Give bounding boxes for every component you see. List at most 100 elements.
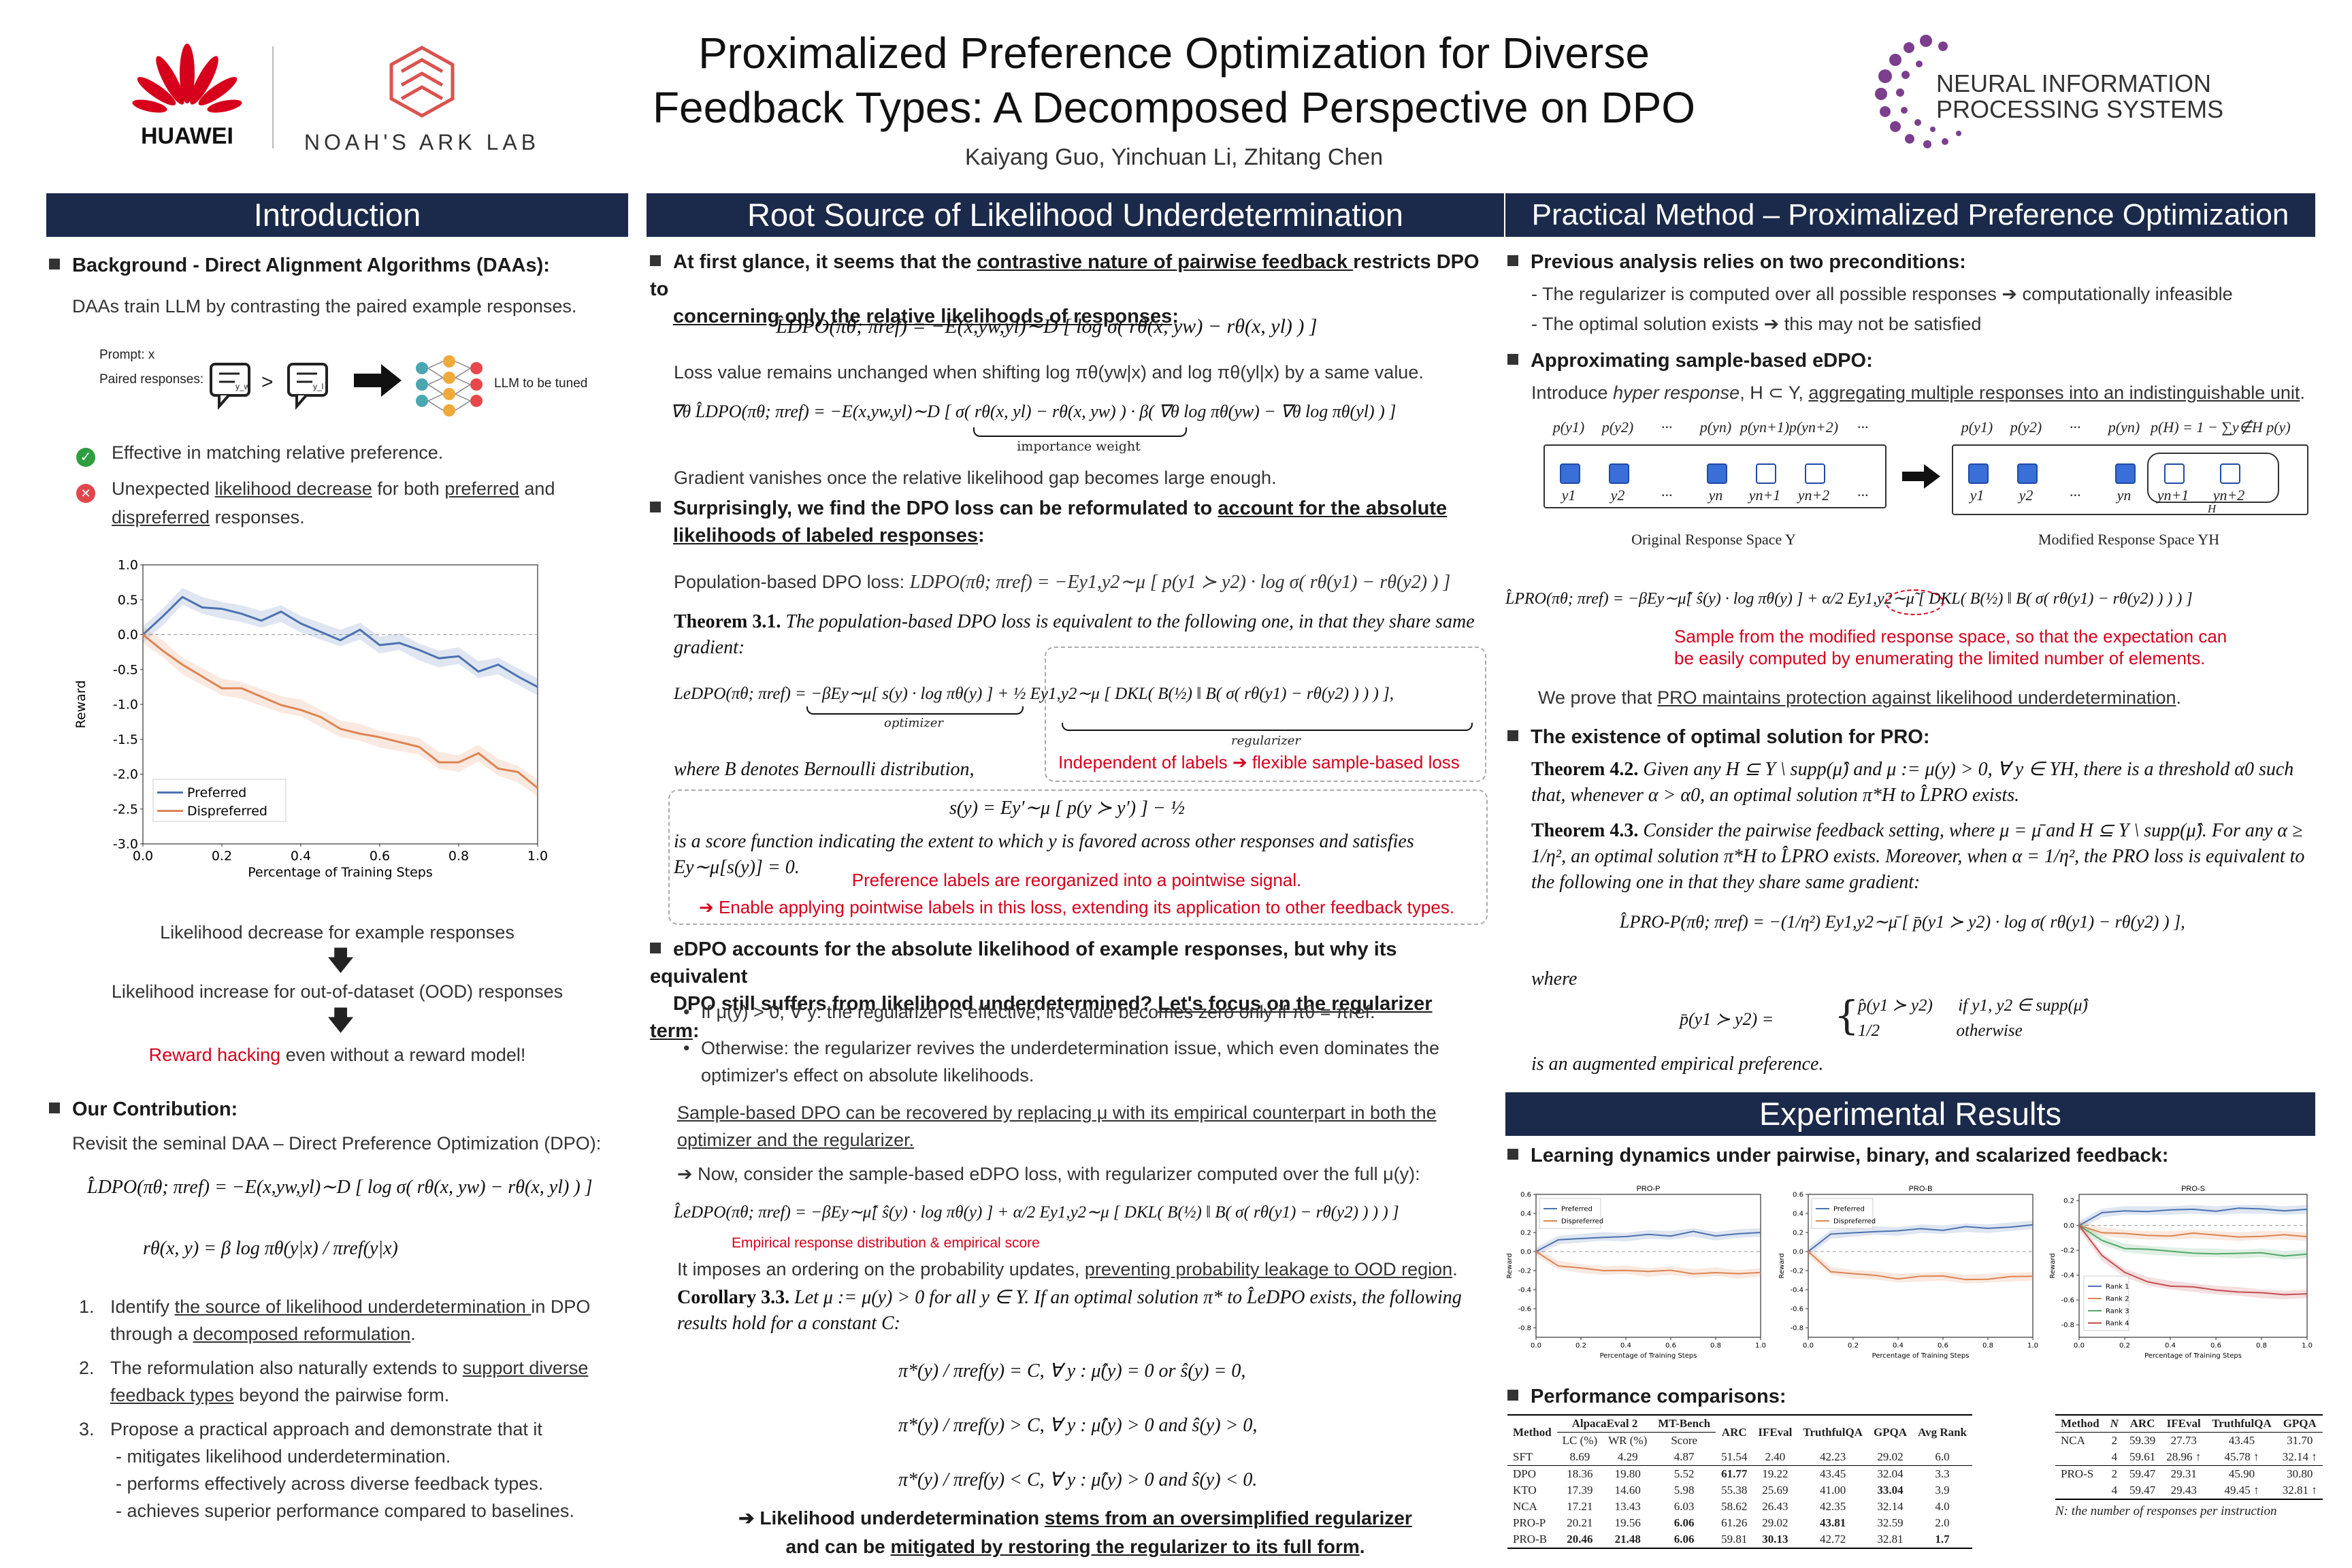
th2-ifeval: IFEval — [2166, 1417, 2201, 1430]
authors: Kaiyang Guo, Yinchuan Li, Zhitang Chen — [964, 144, 1384, 170]
item-number: 2. — [79, 1358, 95, 1378]
noahs-ark-wordmark: NOAH'S ARK LAB — [304, 130, 540, 154]
table-cell: 6.03 — [1673, 1500, 1695, 1513]
th-alpaca: AlpacaEval 2 — [1556, 1415, 1653, 1433]
sample-note-1: Sample from the modified response space,… — [1674, 626, 2227, 647]
th2-gpqa: GPQA — [2283, 1417, 2317, 1430]
section-header-introduction: Introduction — [46, 193, 628, 237]
table-cell: 30.80 — [2287, 1467, 2313, 1480]
series-line — [2078, 1224, 2308, 1257]
fig-yl: y_l — [313, 382, 324, 391]
fig-llm: LLM to be tuned — [494, 376, 588, 391]
right-arrow-icon — [1902, 464, 1940, 489]
reward-chart: 1.00.50.0-0.5-1.0-1.5-2.0-2.5-3.00.0 0.2 0… — [74, 558, 548, 880]
plot-frame — [2078, 1194, 2308, 1338]
response-label: ··· — [2069, 487, 2081, 504]
response-label: p(yn) — [1699, 419, 1732, 436]
table-cell: 41.00 — [1820, 1484, 1846, 1497]
precondition-2: - The optimal solution exists ➔ this may… — [1531, 314, 1982, 334]
y-tick-label: -0.6 — [1790, 1306, 1803, 1313]
section-header-method: Practical Method – Proximalized Preferen… — [1505, 193, 2315, 237]
x-tick-label: 0.4 — [1893, 1342, 1904, 1350]
plot-frame — [1535, 1194, 1761, 1338]
table-cell: 29.02 — [1762, 1516, 1788, 1529]
prove-text: We prove that PRO maintains protection a… — [1538, 687, 2182, 708]
huawei-petals-icon — [132, 44, 242, 113]
th-lc: LC (%) — [1562, 1434, 1598, 1447]
section-header-results: Experimental Results — [1505, 1092, 2315, 1136]
chart-title: PRO-B — [1909, 1185, 1933, 1193]
table-cell: 42.23 — [1820, 1450, 1846, 1463]
y-tick-label: -0.6 — [1518, 1306, 1531, 1313]
y-tick-label: 0.0 — [1520, 1249, 1531, 1256]
precondition-1: - The regularizer is computed over all p… — [1531, 284, 2233, 304]
where-label: where — [1531, 968, 1578, 990]
response-box — [1756, 463, 1776, 484]
importance-weight-label: importance weight — [1017, 439, 1141, 454]
x-tick-label: 0.6 — [1665, 1342, 1676, 1350]
regularizer-sub-2: • Otherwise: the regularizer revives the … — [683, 1034, 1484, 1089]
y-tick-label: -1.5 — [113, 732, 138, 747]
bullet-square-icon — [49, 1102, 60, 1113]
y-tick-label: -2.0 — [113, 767, 138, 782]
table-cell: 26.43 — [1762, 1500, 1788, 1513]
y-tick-label: 0.6 — [1793, 1192, 1803, 1199]
response-label: ··· — [1857, 419, 1869, 436]
table-cell: 29.02 — [1877, 1450, 1904, 1463]
response-label: yn+1 — [2157, 487, 2189, 504]
flow-text-1: Likelihood decrease for example response… — [160, 922, 514, 943]
x-tick-label: 0.0 — [1803, 1342, 1814, 1350]
table-row: PRO-S 2 59.47 29.31 45.90 30.80 — [2055, 1465, 2323, 1483]
table-cell: 1.7 — [1935, 1533, 1950, 1546]
y-tick-label: 0.2 — [2063, 1198, 2074, 1205]
x-tick-label: 1.0 — [2027, 1342, 2038, 1350]
bullet-learning-dynamics: Learning dynamics under pairwise, binary… — [1507, 1142, 2168, 1169]
legend-box — [152, 779, 287, 822]
fig-paired: Paired responses: — [99, 372, 204, 387]
table-row: PRO-P 20.21 19.56 6.06 61.26 29.02 43.81 32.59 2… — [1507, 1515, 1972, 1531]
cross-circle-icon: ✕ — [76, 484, 95, 503]
response-box — [1609, 463, 1629, 484]
orig-space-label: Original Response Space Y — [1631, 531, 1796, 548]
eq-dpo-root: L̂DPO(πθ; πref) = −E(x,yw,yl)∼D [ log σ(… — [776, 315, 1318, 338]
eq-pro: L̂PRO(πθ; πref) = −βEy∼μ̂[ ŝ(y) · log πθ… — [1505, 590, 2193, 608]
series-line — [1808, 1251, 2034, 1281]
table-cell: 30.13 — [1762, 1533, 1788, 1546]
th-wr: WR (%) — [1608, 1434, 1648, 1447]
th-score: Score — [1671, 1434, 1698, 1447]
table-row: PRO-B 20.46 21.48 6.06 59.81 30.13 42.72 32.81 1… — [1507, 1531, 1972, 1548]
prob-row-left: p(y1) p(y2) ··· p(yn) p(yn+1) p(yn+2) ··· — [1538, 419, 1892, 439]
table-cell: 49.45 ↑ — [2224, 1484, 2259, 1497]
y-tick-label: -1.0 — [113, 698, 138, 713]
now-consider-text: ➔ Now, consider the sample-based eDPO lo… — [677, 1164, 1420, 1184]
bullet-square-icon — [650, 502, 661, 512]
gradient-vanish-text: Gradient vanishes once the relative like… — [674, 468, 1277, 488]
daa-diagram-icon — [210, 355, 483, 416]
y-tick-label: 0.6 — [1520, 1192, 1531, 1199]
table-cell: 2 — [2111, 1467, 2118, 1480]
table-row: NCA 2 59.39 27.73 43.45 31.70 — [2055, 1433, 2323, 1450]
table-cell: 32.14 — [1877, 1500, 1904, 1513]
impose-ordering-text: It imposes an ordering on the probabilit… — [677, 1259, 1458, 1279]
response-label: p(y1) — [1552, 419, 1585, 436]
response-label: ··· — [1661, 487, 1673, 504]
bullet-title: Background - Direct Alignment Algorithms… — [72, 255, 550, 276]
y-tick-label: 0.0 — [1793, 1249, 1803, 1256]
row-method: NCA — [1513, 1500, 1537, 1513]
response-label: yn+2 — [1797, 487, 1830, 504]
empirical-note: Empirical response distribution & empiri… — [732, 1235, 1040, 1251]
response-box — [1968, 463, 1989, 484]
legend-label: Preferred — [1561, 1206, 1592, 1213]
response-label: p(yn+2) — [1788, 419, 1839, 436]
series-line — [142, 595, 538, 688]
importance-weight-brace — [973, 427, 1187, 437]
logo-divider — [272, 46, 274, 148]
table-cell: 32.81 ↑ — [2282, 1484, 2317, 1497]
response-prob-label: p(H) = 1 − ∑y∉H p(y) — [2151, 419, 2291, 436]
series-band — [1808, 1220, 2033, 1256]
bullet-square-icon — [1507, 730, 1518, 741]
response-label: yn+2 — [2212, 487, 2245, 504]
theorem-3-1: Theorem 3.1. The population-based DPO lo… — [674, 611, 1475, 658]
check-circle-icon: ✓ — [76, 448, 95, 467]
item-number: 3. — [79, 1419, 95, 1439]
